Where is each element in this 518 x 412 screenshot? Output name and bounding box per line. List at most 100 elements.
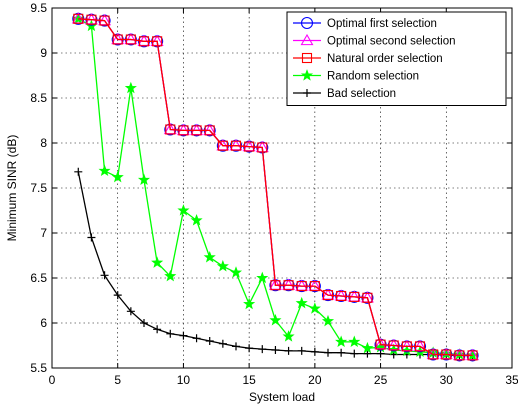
data-point [321,314,335,327]
data-point [98,164,111,177]
data-point [153,325,162,334]
data-point [126,307,135,316]
data-point [283,280,294,291]
x-tick-label: 0 [49,373,56,387]
data-point [245,344,254,353]
x-tick-label: 30 [440,373,454,387]
data-point [335,335,348,348]
data-point [300,69,314,81]
data-point [191,125,202,136]
data-point [99,15,110,26]
y-tick-label: 5.5 [30,361,47,375]
legend-entry: Optimal first selection [293,16,437,30]
series-line [78,18,473,357]
data-point [428,349,439,360]
data-point [361,341,374,354]
data-point [282,330,295,342]
data-point [140,319,148,327]
y-tick-label: 9 [40,46,47,60]
data-point [86,14,97,25]
data-point [111,170,124,183]
data-point [177,204,190,216]
data-point [152,36,163,47]
data-point [337,348,346,357]
data-point [303,89,311,97]
data-point [300,16,314,30]
data-point [258,345,267,354]
data-point [310,347,319,356]
data-point [376,349,385,358]
data-point [348,335,361,348]
legend-label: Bad selection [327,88,396,100]
data-point [124,81,137,94]
data-point [308,302,321,314]
data-point [203,250,216,263]
data-point [256,271,269,284]
data-point [363,349,372,358]
data-point [257,142,268,153]
data-point [295,296,308,309]
data-point [218,339,227,348]
data-point [179,331,188,340]
data-point [467,350,478,361]
y-tick-label: 6.5 [30,271,47,285]
data-point [113,291,122,300]
legend-entry: Optimal second selection [293,33,455,48]
x-tick-label: 15 [242,373,256,387]
data-point [190,214,203,226]
data-point [230,140,242,151]
series-2 [73,13,478,361]
data-point [453,348,466,360]
data-point [164,269,177,282]
data-point [244,141,255,152]
data-point [216,259,229,272]
x-tick-label: 20 [308,373,322,387]
legend-label: Optimal first selection [327,18,437,30]
data-point [324,348,332,357]
x-tick-label: 35 [505,373,518,387]
data-point [151,256,164,268]
data-point [74,167,83,176]
data-point [72,12,85,24]
grid [52,8,512,368]
y-tick-label: 8.5 [30,91,47,105]
data-point [297,346,306,355]
data-point [165,124,176,135]
y-tick-label: 7 [40,226,47,240]
data-point [296,281,307,292]
x-tick-label: 5 [114,373,121,387]
data-point [349,291,360,302]
data-point [243,297,256,310]
series-layer [71,12,480,362]
data-point [414,341,426,352]
data-point [87,233,96,242]
data-point [100,271,109,280]
data-point [375,339,386,350]
data-point [137,173,151,186]
legend-label: Natural order selection [327,53,443,65]
y-axis-label: Minimum SINR (dB) [5,135,19,242]
data-point [350,349,359,358]
data-point [336,290,347,302]
data-point [454,350,465,361]
y-tick-label: 8 [40,136,47,150]
data-point [269,313,282,326]
data-point [301,52,313,64]
data-point [229,266,243,278]
legend-label: Random selection [327,71,419,83]
legend: Optimal first selection Optimal second se… [286,11,507,106]
data-point [112,34,123,45]
y-tick-label: 9.5 [30,1,47,15]
data-point [205,337,214,345]
data-point [204,125,215,136]
data-point [166,329,175,338]
data-point [401,341,412,352]
data-point [138,36,150,47]
data-point [441,349,452,360]
data-point [73,13,84,24]
data-point [125,34,136,45]
data-point [232,342,240,351]
data-point [322,290,334,301]
legend-entry: Random selection [293,69,419,83]
